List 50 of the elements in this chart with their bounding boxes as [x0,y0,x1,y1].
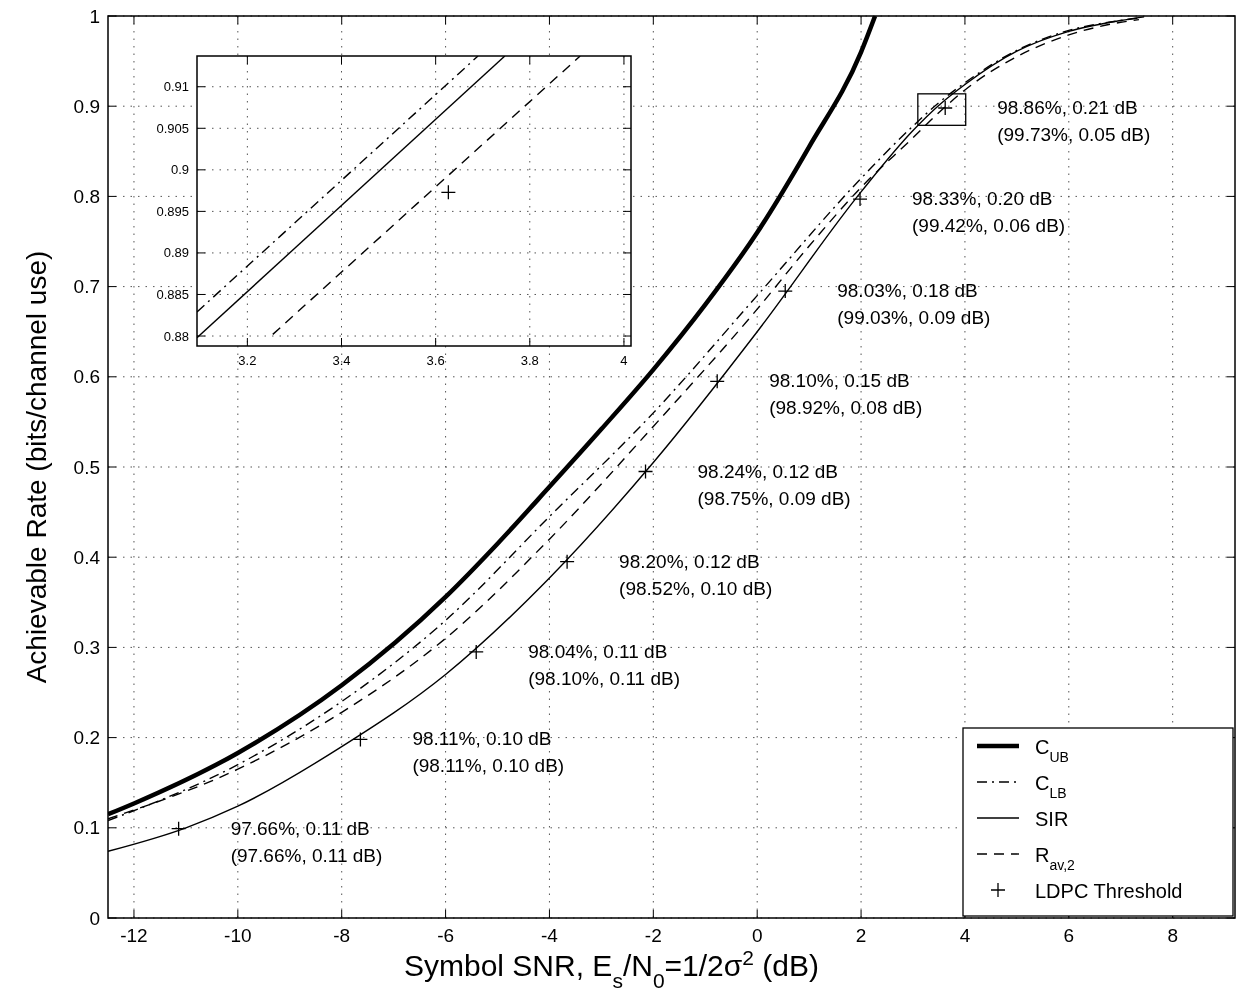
annotation: 98.86%, 0.21 dB (99.73%, 0.05 dB) [997,97,1151,145]
y-tick-label: 0.9 [73,95,100,117]
x-tick-label: 3.8 [520,353,539,368]
legend-label: LDPC Threshold [1035,880,1183,902]
x-tick-label: 6 [1063,925,1075,946]
y-tick-label: 0.89 [163,245,189,261]
annotation: 98.20%, 0.12 dB (98.52%, 0.10 dB) [619,550,773,599]
y-tick-label: 0.7 [73,276,100,298]
annotation: 98.33%, 0.20 dB (99.42%, 0.06 dB) [912,188,1066,237]
x-tick-label: 4 [620,353,628,368]
x-tick-label: 2 [855,925,867,946]
y-tick-label: 0.8 [73,186,100,208]
annotation: 98.03%, 0.18 dB (99.03%, 0.09 dB) [837,280,991,329]
y-tick-label: 0.2 [73,727,100,749]
annotation: 97.66%, 0.11 dB (97.66%, 0.11 dB) [230,817,383,866]
legend-label: C$_{UB}$ [1035,736,1069,765]
y-tick-label: 0.895 [156,203,189,219]
y-tick-label: 1 [89,5,100,27]
legend-label: C$_{LB}$ [1035,772,1067,801]
y-tick-label: 0.91 [163,79,189,95]
y-tick-label: 0 [89,907,100,929]
y-axis-title: Achievable Rate (bits/channel use) [21,250,52,684]
x-tick-label: 4 [959,925,971,946]
x-tick-label: 0 [751,925,763,946]
x-tick-label: 3.4 [332,353,351,368]
x-tick-label: 8 [1167,925,1178,946]
y-tick-label: 0.885 [156,287,189,303]
x-tick-label: -10 [224,925,252,946]
x-tick-label: -2 [644,925,662,946]
annotation: 98.24%, 0.12 dB (98.75%, 0.09 dB) [697,460,851,509]
y-tick-label: 0.5 [73,456,100,478]
y-tick-label: 0.4 [73,546,101,568]
y-tick-label: 0.6 [73,366,100,388]
y-tick-label: 0.88 [163,328,189,344]
annotation: 98.11%, 0.10 dB (98.11%, 0.10 dB) [412,728,565,777]
x-tick-label: 3.6 [426,353,445,368]
x-axis-title: Symbol SNR, E$_{s}$/N$_{0}$=1/2σ$^{2}$ (dB) [403,945,820,992]
annotation: 98.10%, 0.15 dB (98.92%, 0.08 dB) [769,370,923,419]
y-tick-label: 0.1 [73,817,100,839]
x-tick-label: -6 [437,925,455,946]
annotation: 98.04%, 0.11 dB (98.10%, 0.11 dB) [528,640,680,689]
legend-label: SIR [1035,808,1069,830]
y-tick-label: 0.3 [73,637,100,659]
y-tick-label: 0.9 [170,162,189,178]
x-tick-label: -12 [120,925,148,946]
x-tick-label: -8 [333,925,351,946]
legend-label: R$_{av,2}$ [1035,844,1076,873]
y-tick-label: 0.905 [156,120,189,136]
x-tick-label: 3.2 [238,353,257,368]
x-tick-label: -4 [541,925,559,946]
